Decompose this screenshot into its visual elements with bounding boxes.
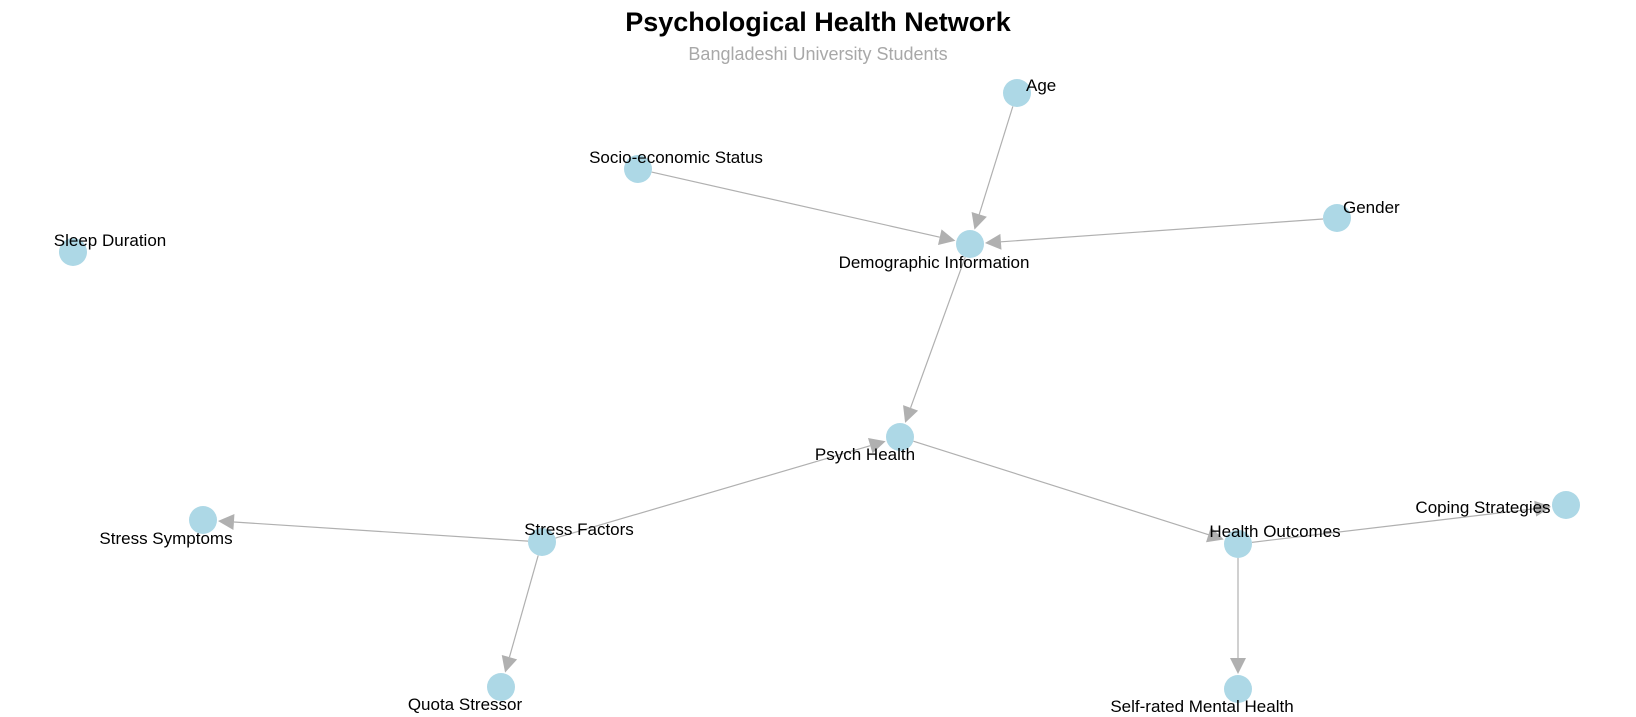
edge-age-to-demo bbox=[978, 106, 1014, 215]
diagram-subtitle: Bangladeshi University Students bbox=[688, 44, 947, 64]
edges-layer bbox=[217, 106, 1552, 674]
edge-ses-to-demo bbox=[651, 171, 940, 238]
nodes-layer bbox=[59, 79, 1580, 703]
edge-psych-to-health bbox=[913, 440, 1209, 536]
node-health bbox=[1224, 530, 1252, 558]
edge-demo-to-psych bbox=[910, 256, 966, 409]
node-label-ses: Socio-economic Status bbox=[589, 148, 763, 167]
edge-stress-to-psych bbox=[555, 445, 871, 539]
node-label-demo: Demographic Information bbox=[839, 253, 1030, 272]
node-label-stress: Stress Factors bbox=[524, 520, 634, 539]
node-label-coping: Coping Strategies bbox=[1415, 498, 1550, 517]
arrowhead-demo-to-psych bbox=[903, 405, 919, 423]
node-psych bbox=[886, 423, 914, 451]
node-label-quota: Quota Stressor bbox=[408, 695, 523, 714]
node-ses bbox=[624, 155, 652, 183]
node-label-symptoms: Stress Symptoms bbox=[99, 529, 232, 548]
edge-health-to-coping bbox=[1251, 508, 1536, 543]
node-symptoms bbox=[189, 506, 217, 534]
node-label-gender: Gender bbox=[1343, 198, 1400, 217]
edge-stress-to-symptoms bbox=[233, 521, 529, 542]
diagram-title: Psychological Health Network bbox=[625, 7, 1012, 37]
node-sleep bbox=[59, 238, 87, 266]
node-gender bbox=[1323, 204, 1351, 232]
arrowhead-stress-to-symptoms bbox=[217, 514, 235, 530]
arrowhead-age-to-demo bbox=[971, 212, 987, 230]
node-selfrated bbox=[1224, 675, 1252, 703]
arrowhead-ses-to-demo bbox=[937, 229, 956, 245]
node-stress bbox=[528, 528, 556, 556]
arrowhead-health-to-selfrated bbox=[1230, 658, 1246, 674]
edge-gender-to-demo bbox=[1000, 218, 1324, 243]
labels-layer: Age Socio-economic Status Gender Demographi… bbox=[54, 76, 1551, 716]
node-label-sleep: Sleep Duration bbox=[54, 231, 166, 250]
arrowhead-gender-to-demo bbox=[984, 233, 1002, 250]
node-coping bbox=[1552, 491, 1580, 519]
arrowhead-stress-to-psych bbox=[868, 438, 886, 454]
edge-stress-to-quota bbox=[508, 555, 539, 658]
node-label-age: Age bbox=[1026, 76, 1056, 95]
node-quota bbox=[487, 673, 515, 701]
node-demo bbox=[956, 230, 984, 258]
node-label-health: Health Outcomes bbox=[1209, 522, 1340, 541]
arrowhead-health-to-coping bbox=[1534, 500, 1552, 517]
node-label-selfrated: Self-rated Mental Health bbox=[1110, 697, 1293, 716]
node-label-psych: Psych Health bbox=[815, 445, 915, 464]
node-age bbox=[1003, 79, 1031, 107]
arrowhead-psych-to-health bbox=[1206, 527, 1224, 543]
arrowhead-stress-to-quota bbox=[501, 654, 518, 673]
